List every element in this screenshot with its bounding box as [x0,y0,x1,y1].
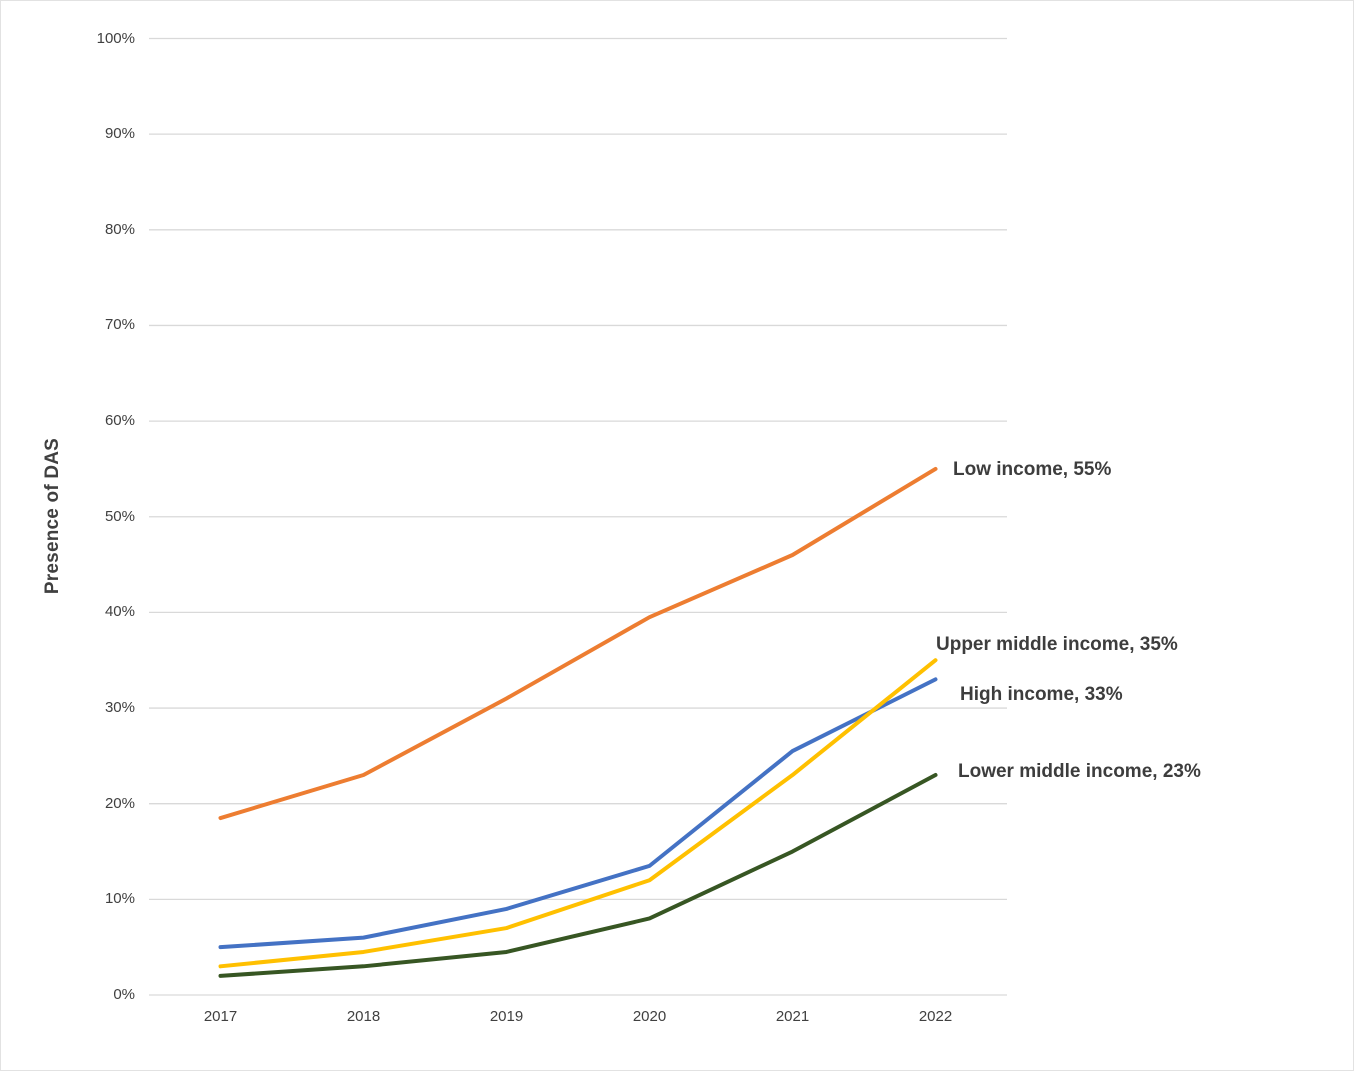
series-line-high-income [218,677,938,950]
x-tick-label: 2022 [918,1008,953,1025]
series-label-low-income: Low income, 55% [953,459,1112,480]
series-line-low-income [218,466,938,821]
series-label-high-income: High income, 33% [960,684,1123,705]
y-tick-label: 70% [104,316,135,334]
y-tick-label: 100% [96,29,135,47]
y-tick-label: 10% [104,890,135,908]
y-tick-label: 50% [104,507,135,525]
y-tick-label: 90% [104,125,135,143]
x-tick-label: 2017 [203,1008,238,1025]
y-tick-label: 0% [113,986,135,1003]
y-tick-label: 40% [104,603,135,621]
y-tick-label: 80% [104,220,135,238]
y-tick-label: 60% [104,412,135,430]
series-line-upper-middle-income [218,658,938,969]
series-line-lower-middle-income [218,773,938,978]
y-tick-label: 20% [104,794,135,812]
series-label-upper-middle-income: Upper middle income, 35% [936,634,1178,655]
series-label-lower-middle-income: Lower middle income, 23% [958,761,1201,782]
x-tick-label: 2021 [775,1008,810,1025]
x-tick-label: 2019 [489,1008,524,1025]
x-tick-label: 2018 [346,1008,381,1025]
x-tick-label: 2020 [632,1008,667,1025]
y-tick-label: 30% [104,699,135,717]
